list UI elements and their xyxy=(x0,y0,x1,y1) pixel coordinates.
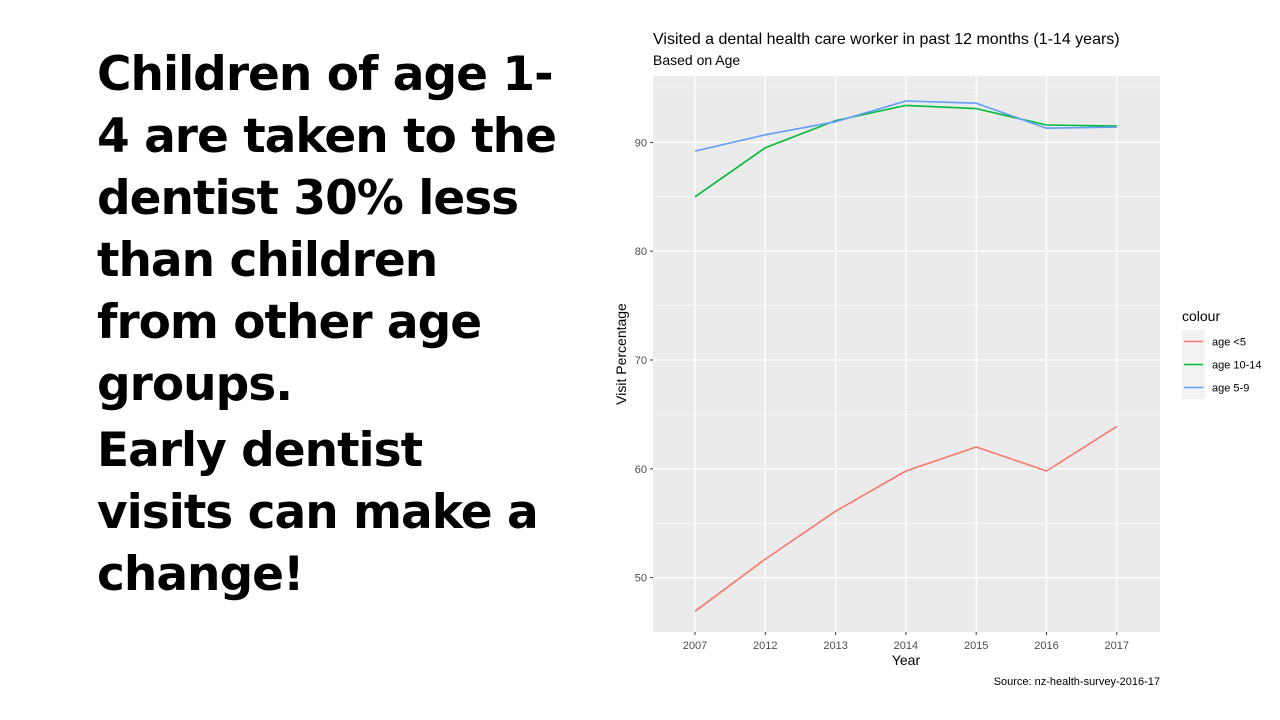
x-tick-label: 2014 xyxy=(894,640,918,652)
y-tick-label: 60 xyxy=(635,464,647,476)
chart-subtitle: Based on Age xyxy=(653,52,740,68)
chart-title: Visited a dental health care worker in p… xyxy=(653,31,1120,48)
x-tick-label: 2017 xyxy=(1105,640,1129,652)
slide-paragraph-main: Children of age 1-4 are taken to the den… xyxy=(97,47,557,412)
x-tick-label: 2015 xyxy=(964,640,988,652)
series-line xyxy=(694,425,1118,612)
legend: colour age <5 age 10-14 age 5-9 xyxy=(1182,308,1262,399)
x-tick-label: 2007 xyxy=(683,640,707,652)
x-tick-label: 2016 xyxy=(1034,640,1058,652)
series-line xyxy=(694,100,1117,152)
legend-label: age <5 xyxy=(1212,337,1246,349)
grid-major xyxy=(653,76,1160,632)
legend-title: colour xyxy=(1182,308,1220,324)
x-axis: 2007 2012 2013 2014 2015 2016 2017 xyxy=(683,632,1129,652)
x-tick-label: 2013 xyxy=(823,640,847,652)
series-line xyxy=(694,104,1117,198)
y-tick-label: 70 xyxy=(635,355,647,367)
x-tick-label: 2012 xyxy=(753,640,777,652)
x-axis-title: Year xyxy=(892,652,921,668)
slide-paragraph-callout: Early dentist visits can make a change! xyxy=(97,423,539,602)
legend-label: age 5-9 xyxy=(1212,383,1249,395)
series-lines xyxy=(694,100,1118,612)
y-tick-label: 80 xyxy=(635,246,647,258)
y-tick-label: 50 xyxy=(635,573,647,585)
y-axis-title: Visit Percentage xyxy=(613,303,629,405)
chart-caption: Source: nz-health-survey-2016-17 xyxy=(994,676,1160,688)
slide-text: Children of age 1-4 are taken to the den… xyxy=(97,44,567,610)
y-axis: 50 60 70 80 90 xyxy=(635,137,653,585)
y-tick-label: 90 xyxy=(635,137,647,149)
legend-label: age 10-14 xyxy=(1212,360,1262,372)
